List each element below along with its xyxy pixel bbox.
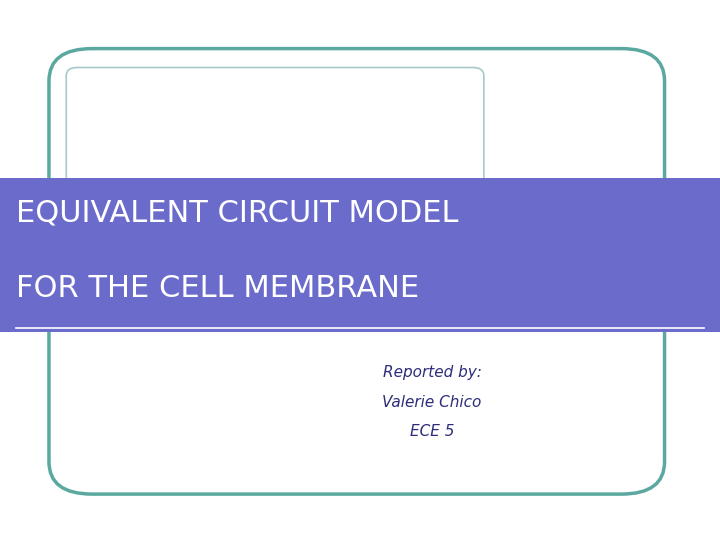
FancyBboxPatch shape <box>66 68 484 192</box>
Text: EQUIVALENT CIRCUIT MODEL: EQUIVALENT CIRCUIT MODEL <box>16 199 459 228</box>
Text: FOR THE CELL MEMBRANE: FOR THE CELL MEMBRANE <box>16 274 419 303</box>
Text: Reported by:: Reported by: <box>382 365 482 380</box>
Bar <box>0 178 720 332</box>
Text: Valerie Chico: Valerie Chico <box>382 395 482 410</box>
FancyBboxPatch shape <box>49 49 665 494</box>
Text: ECE 5: ECE 5 <box>410 424 454 440</box>
